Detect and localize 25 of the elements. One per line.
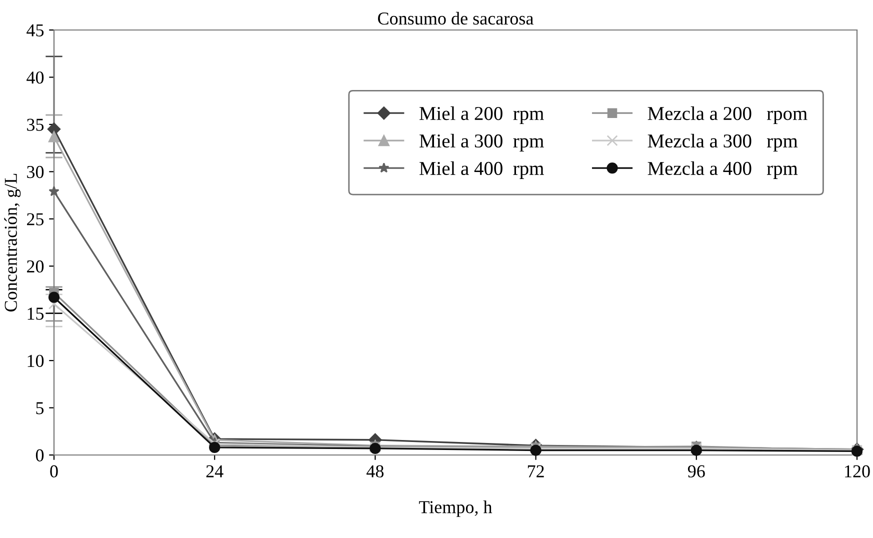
- legend-label: Miel a 200 rpm: [419, 106, 544, 124]
- legend-label: Mezcla a 300 rpm: [648, 134, 798, 152]
- legend-label: Miel a 400 rpm: [419, 161, 544, 179]
- y-tick-label: 45: [26, 24, 44, 36]
- y-tick-label: 30: [27, 166, 44, 178]
- y-tick-label: 5: [36, 402, 44, 414]
- x-axis-title: Tiempo, h: [419, 500, 492, 517]
- x-tick-label: 24: [206, 465, 224, 478]
- x-tick-label: 96: [688, 465, 705, 478]
- legend-label: Miel a 300 rpm: [419, 134, 544, 152]
- y-tick-label: 0: [36, 449, 44, 462]
- y-tick-label: 40: [26, 71, 44, 84]
- y-tick-label: 15: [28, 308, 44, 320]
- y-tick-label: 25: [27, 213, 44, 226]
- x-tick-label: 120: [845, 465, 870, 478]
- legend-label: Mezcla a 400 rpm: [648, 161, 798, 179]
- x-tick-label: 0: [50, 465, 58, 478]
- y-tick-label: 35: [27, 118, 44, 131]
- y-axis-title: Concentración, g/L: [4, 174, 21, 312]
- x-tick-label: 48: [366, 465, 384, 478]
- x-tick-label: 72: [528, 465, 544, 478]
- legend-label: Mezcla a 200 rpom: [648, 106, 808, 124]
- y-tick-label: 10: [28, 354, 44, 367]
- y-tick-label: 20: [27, 260, 44, 273]
- chart-title: Consumo de sacarosa: [378, 12, 534, 25]
